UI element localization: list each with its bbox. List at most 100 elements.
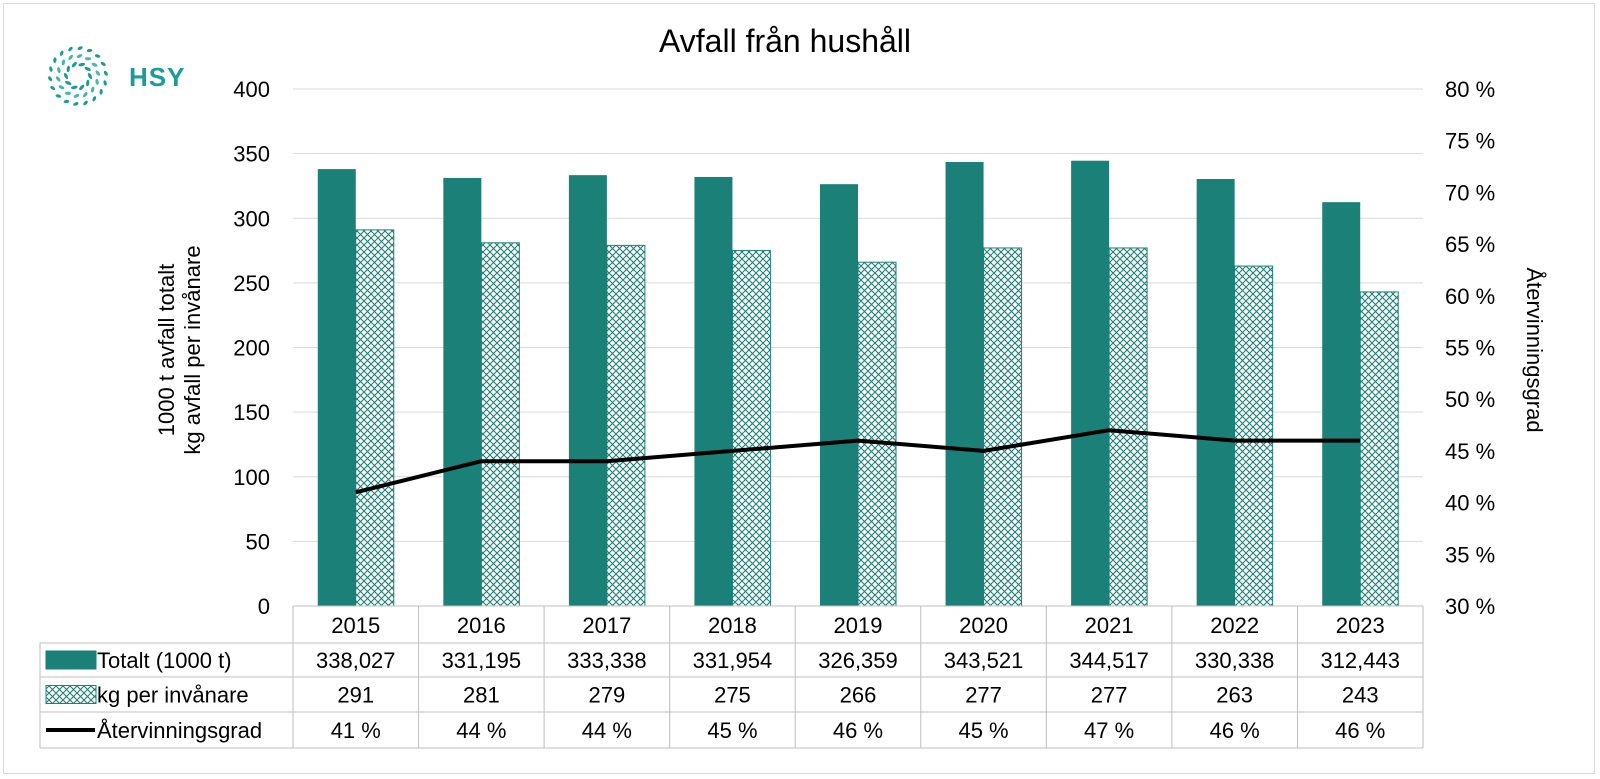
- bar-total: [1071, 160, 1110, 606]
- logo-petal: [73, 102, 79, 106]
- right-tick-label: 45 %: [1445, 439, 1495, 464]
- left-tick-label: 50: [246, 529, 270, 554]
- bar-total: [945, 161, 984, 606]
- bar-kg-per-capita: [480, 242, 520, 607]
- legend-key-solid: [45, 650, 97, 670]
- left-tick-label: 400: [233, 77, 270, 102]
- table-cell: 312,443: [1320, 648, 1400, 673]
- logo-petal: [95, 70, 101, 76]
- logo-petal: [49, 66, 53, 72]
- right-tick-label: 65 %: [1445, 232, 1495, 257]
- logo-petal: [63, 72, 69, 80]
- logo-petal: [65, 81, 72, 86]
- logo-petal: [100, 61, 106, 66]
- logo-petal: [103, 70, 108, 76]
- right-tick-label: 35 %: [1445, 542, 1495, 567]
- logo-petal: [76, 54, 83, 59]
- right-tick-label: 70 %: [1445, 180, 1495, 205]
- table-cell: 45 %: [707, 718, 757, 743]
- left-tick-label: 150: [233, 400, 270, 425]
- logo-petal: [90, 86, 95, 93]
- table-cell: 291: [337, 683, 374, 708]
- category-label: 2022: [1210, 613, 1259, 638]
- left-tick-label: 350: [233, 142, 270, 167]
- logo-petal: [55, 94, 62, 98]
- logo-petal: [78, 62, 86, 67]
- hsy-logo-icon: [48, 46, 108, 106]
- right-tick-label: 80 %: [1445, 77, 1495, 102]
- bar-kg-per-capita: [1108, 247, 1148, 607]
- table-cell: 243: [1342, 683, 1379, 708]
- logo-petal: [71, 61, 77, 68]
- logo-petal: [83, 100, 88, 106]
- table-cell: 47 %: [1084, 718, 1134, 743]
- hsy-logo-text: HSY: [129, 62, 186, 92]
- right-tick-label: 55 %: [1445, 336, 1495, 361]
- right-tick-label: 50 %: [1445, 387, 1495, 412]
- logo-petal: [99, 89, 103, 95]
- logo-petal: [61, 59, 66, 66]
- logo-petal: [66, 65, 70, 73]
- legend-label: Totalt (1000 t): [97, 648, 232, 673]
- logo-petal: [55, 76, 61, 82]
- right-tick-label: 75 %: [1445, 129, 1495, 154]
- table-cell: 44 %: [456, 718, 506, 743]
- logo-petal: [92, 96, 97, 102]
- logo-petal: [73, 93, 80, 98]
- category-label: 2017: [582, 613, 631, 638]
- category-label: 2015: [331, 613, 380, 638]
- recycling-line: [355, 428, 1361, 495]
- table-cell: 277: [965, 683, 1002, 708]
- table-cell: 344,517: [1069, 648, 1149, 673]
- left-axis-title-line2: kg avfall per invånare: [180, 245, 205, 454]
- logo-petal: [50, 86, 56, 91]
- bar-kg-per-capita: [857, 261, 897, 607]
- chart-frame: [3, 3, 1595, 774]
- category-label: 2021: [1085, 613, 1134, 638]
- bar-kg-per-capita: [731, 250, 771, 607]
- right-tick-label: 30 %: [1445, 594, 1495, 619]
- table-cell: 41 %: [331, 718, 381, 743]
- table-cell: 45 %: [958, 718, 1008, 743]
- logo-petal: [84, 57, 92, 61]
- legend-label: Återvinningsgrad: [97, 718, 262, 743]
- table-cell: 275: [714, 683, 751, 708]
- right-tick-label: 60 %: [1445, 284, 1495, 309]
- bar-kg-per-capita: [355, 229, 395, 607]
- bar-total: [1322, 202, 1361, 606]
- bar-total: [568, 175, 607, 606]
- logo-petal: [68, 54, 74, 61]
- bars: [317, 160, 1399, 607]
- category-label: 2019: [834, 613, 883, 638]
- left-tick-label: 0: [258, 594, 270, 619]
- logo-petal: [91, 62, 98, 67]
- table-cell: 46 %: [833, 718, 883, 743]
- table-cell: 330,338: [1195, 648, 1275, 673]
- bar-kg-per-capita: [1359, 291, 1399, 607]
- table-cell: 266: [840, 683, 877, 708]
- logo-petal: [58, 85, 65, 90]
- bar-total: [694, 176, 733, 606]
- logo-petal: [70, 85, 78, 90]
- data-table: 2015 2016 2017 2018 2019 2020 2021 2022 2023 Tota…: [39, 605, 1424, 749]
- category-label: 2023: [1336, 613, 1385, 638]
- table-cell: 279: [589, 683, 626, 708]
- bar-kg-per-capita: [1234, 265, 1274, 607]
- logo-petal: [79, 84, 85, 91]
- logo-petal: [103, 80, 107, 86]
- right-axis-title: Återvinningsgrad: [1522, 267, 1547, 432]
- logo-petal: [86, 48, 93, 53]
- table-cell: 331,954: [693, 648, 773, 673]
- bar-kg-per-capita: [983, 247, 1023, 607]
- legend-label: kg per invånare: [97, 683, 249, 708]
- left-tick-label: 100: [233, 465, 270, 490]
- table-cell: 343,521: [944, 648, 1024, 673]
- logo-petal: [48, 76, 53, 82]
- table-cell: 326,359: [818, 648, 898, 673]
- table-cell: 331,195: [442, 648, 522, 673]
- left-axis-ticks: 0 50 100 150 200 250 300 350 400: [233, 77, 270, 619]
- bar-total: [820, 184, 858, 606]
- bar-kg-per-capita: [606, 244, 646, 607]
- table-cell: 46 %: [1210, 718, 1260, 743]
